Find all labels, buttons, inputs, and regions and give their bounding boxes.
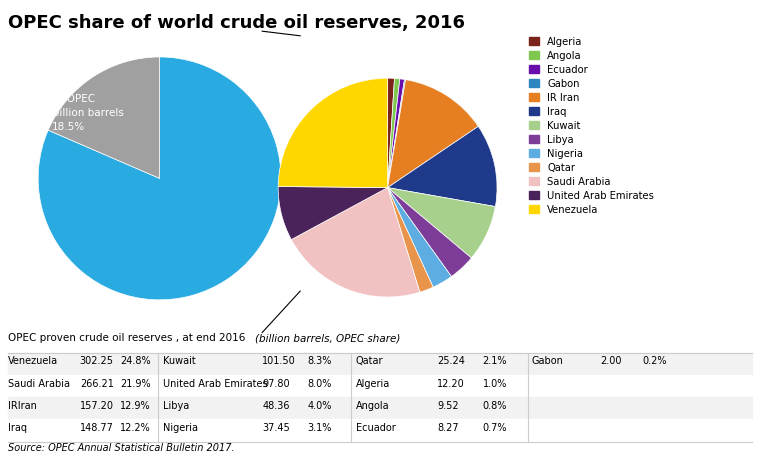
- Text: Ecuador: Ecuador: [356, 422, 395, 432]
- Wedge shape: [388, 127, 497, 207]
- Text: 266.21: 266.21: [80, 378, 114, 388]
- Text: 2.00: 2.00: [600, 356, 622, 366]
- Text: 148.77: 148.77: [80, 422, 114, 432]
- Text: Algeria: Algeria: [356, 378, 390, 388]
- Text: 2.1%: 2.1%: [483, 356, 507, 366]
- Wedge shape: [278, 79, 388, 188]
- Text: Source: OPEC Annual Statistical Bulletin 2017.: Source: OPEC Annual Statistical Bulletin…: [8, 442, 234, 452]
- Wedge shape: [388, 80, 404, 188]
- Wedge shape: [291, 188, 420, 297]
- Text: 37.45: 37.45: [262, 422, 290, 432]
- Text: Nigeria: Nigeria: [163, 422, 198, 432]
- Text: 8.3%: 8.3%: [308, 356, 332, 366]
- Wedge shape: [48, 58, 160, 179]
- Text: 9.52: 9.52: [437, 400, 458, 410]
- Wedge shape: [388, 79, 394, 188]
- Text: 12.2%: 12.2%: [120, 422, 150, 432]
- Wedge shape: [388, 188, 496, 258]
- Text: United Arab Emirates: United Arab Emirates: [163, 378, 268, 388]
- Text: Non-OPEC
275.38 billion barrels
18.5%: Non-OPEC 275.38 billion barrels 18.5%: [13, 93, 124, 131]
- Legend: Algeria, Angola, Ecuador, Gabon, IR Iran, Iraq, Kuwait, Libya, Nigeria, Qatar, S: Algeria, Angola, Ecuador, Gabon, IR Iran…: [530, 37, 654, 215]
- Text: 101.50: 101.50: [262, 356, 296, 366]
- Text: 8.27: 8.27: [437, 422, 458, 432]
- Text: 12.9%: 12.9%: [120, 400, 150, 410]
- Text: 8.0%: 8.0%: [308, 378, 332, 388]
- Text: Saudi Arabia: Saudi Arabia: [8, 378, 70, 388]
- Text: Iraq: Iraq: [8, 422, 27, 432]
- Text: Libya: Libya: [163, 400, 190, 410]
- Wedge shape: [388, 188, 451, 287]
- Text: Gabon: Gabon: [532, 356, 564, 366]
- Text: 0.8%: 0.8%: [483, 400, 507, 410]
- Text: 3.1%: 3.1%: [308, 422, 332, 432]
- Text: IRIran: IRIran: [8, 400, 36, 410]
- Text: 0.7%: 0.7%: [483, 422, 507, 432]
- Text: Angola: Angola: [356, 400, 389, 410]
- Text: 1.0%: 1.0%: [483, 378, 507, 388]
- Text: 302.25: 302.25: [80, 356, 114, 366]
- Text: 4.0%: 4.0%: [308, 400, 332, 410]
- Text: OPEC proven crude oil reserves , at end 2016: OPEC proven crude oil reserves , at end …: [8, 333, 249, 343]
- Text: 157.20: 157.20: [80, 400, 114, 410]
- Text: OPEC
1,216.78 billion barrels
81.5%: OPEC 1,216.78 billion barrels 81.5%: [14, 287, 135, 325]
- Text: 24.8%: 24.8%: [120, 356, 150, 366]
- Text: Kuwait: Kuwait: [163, 356, 196, 366]
- Wedge shape: [278, 187, 388, 240]
- Wedge shape: [38, 58, 281, 300]
- Text: 48.36: 48.36: [262, 400, 290, 410]
- Text: (billion barrels, OPEC share): (billion barrels, OPEC share): [255, 333, 400, 343]
- Text: OPEC share of world crude oil reserves, 2016: OPEC share of world crude oil reserves, …: [8, 14, 464, 32]
- Text: 25.24: 25.24: [437, 356, 465, 366]
- Text: 0.2%: 0.2%: [642, 356, 667, 366]
- Wedge shape: [388, 79, 400, 188]
- Text: 21.9%: 21.9%: [120, 378, 150, 388]
- Text: Venezuela: Venezuela: [8, 356, 58, 366]
- Wedge shape: [388, 80, 406, 188]
- Text: Qatar: Qatar: [356, 356, 383, 366]
- Text: 12.20: 12.20: [437, 378, 465, 388]
- Wedge shape: [388, 188, 471, 277]
- Text: 97.80: 97.80: [262, 378, 290, 388]
- Wedge shape: [388, 188, 433, 292]
- Wedge shape: [388, 80, 478, 188]
